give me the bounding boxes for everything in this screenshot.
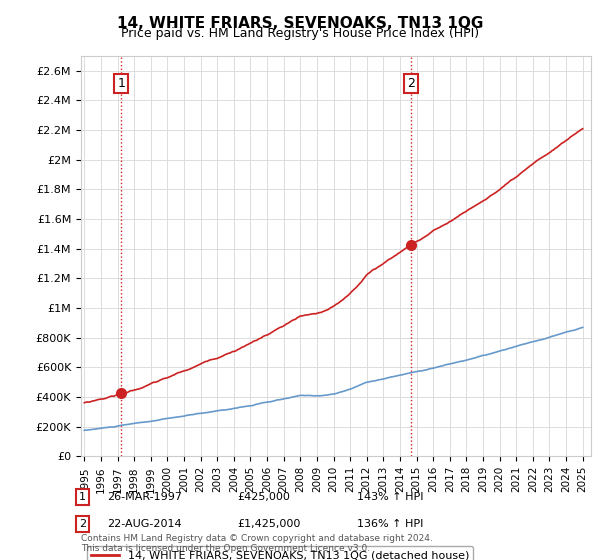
Text: 2: 2 bbox=[79, 519, 86, 529]
Text: £425,000: £425,000 bbox=[237, 492, 290, 502]
Text: 1: 1 bbox=[118, 77, 125, 90]
Text: 26-MAR-1997: 26-MAR-1997 bbox=[107, 492, 182, 502]
Text: 2: 2 bbox=[407, 77, 415, 90]
Text: 143% ↑ HPI: 143% ↑ HPI bbox=[357, 492, 424, 502]
Text: £1,425,000: £1,425,000 bbox=[237, 519, 301, 529]
Text: Price paid vs. HM Land Registry's House Price Index (HPI): Price paid vs. HM Land Registry's House … bbox=[121, 27, 479, 40]
Text: 1: 1 bbox=[79, 492, 86, 502]
Text: Contains HM Land Registry data © Crown copyright and database right 2024.
This d: Contains HM Land Registry data © Crown c… bbox=[81, 534, 433, 553]
Text: 136% ↑ HPI: 136% ↑ HPI bbox=[357, 519, 424, 529]
Legend: 14, WHITE FRIARS, SEVENOAKS, TN13 1QG (detached house), HPI: Average price, deta: 14, WHITE FRIARS, SEVENOAKS, TN13 1QG (d… bbox=[86, 546, 473, 560]
Text: 22-AUG-2014: 22-AUG-2014 bbox=[107, 519, 181, 529]
Text: 14, WHITE FRIARS, SEVENOAKS, TN13 1QG: 14, WHITE FRIARS, SEVENOAKS, TN13 1QG bbox=[117, 16, 483, 31]
